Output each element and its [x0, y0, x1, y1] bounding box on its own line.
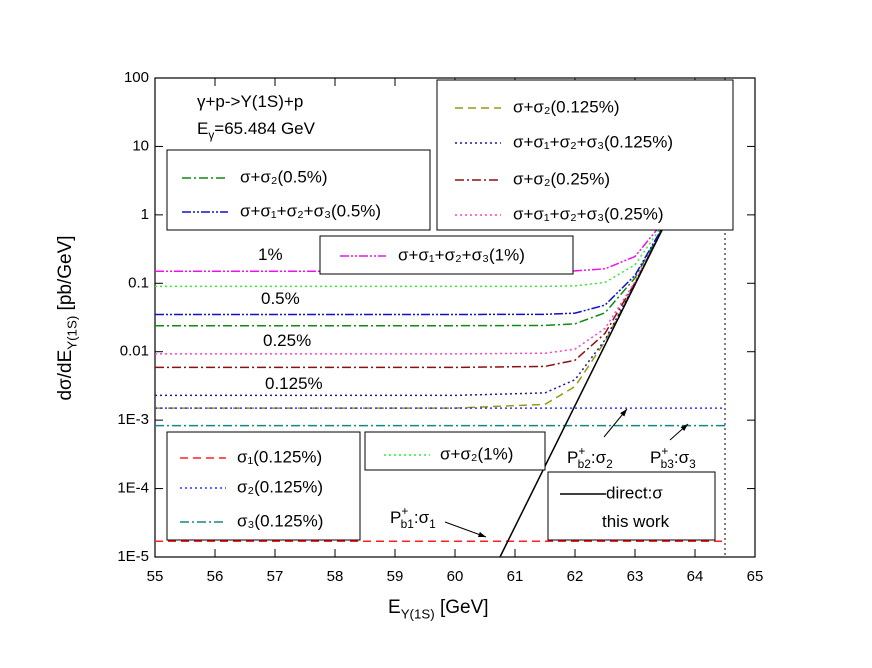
legend-label: σ+σ₁+σ₂+σ₃(0.25%) [513, 204, 664, 223]
y-tick-label: 100 [124, 69, 149, 86]
annotation-part: γ+p->Y(1S)+p [197, 92, 303, 111]
legend-label: direct:σ [606, 483, 663, 502]
series-line [155, 229, 663, 355]
legend-label: σ+σ₂(1%) [440, 444, 513, 463]
x-tick-label: 57 [267, 568, 284, 585]
annotation-part: + [578, 444, 585, 458]
annotation-part: :σ [591, 448, 607, 467]
arrow-head [478, 531, 486, 537]
x-axis-label-part: Y(1S) [401, 606, 435, 621]
x-axis-label: EY(1S) [GeV] [388, 597, 489, 621]
y-tick-label: 10 [132, 137, 149, 154]
annotation-part: + [661, 444, 668, 458]
y-tick-label: 0.01 [120, 343, 149, 360]
annotation-part: 0.25% [263, 331, 311, 350]
annotation: P+ b2:σ2 [567, 444, 613, 471]
annotation-part: + [401, 504, 408, 518]
annotation-part: E [197, 119, 208, 138]
annotation: 1% [258, 245, 283, 264]
arrow-head [620, 409, 627, 417]
annotation-part: b2 [578, 457, 592, 471]
annotation-part: P [390, 508, 401, 527]
x-tick-label: 61 [507, 568, 524, 585]
y-axis-label-part: Y(1S) [64, 316, 79, 350]
x-tick-label: 64 [687, 568, 704, 585]
y-tick-label: 1E-3 [117, 411, 149, 428]
annotation: P+ b1:σ1 [390, 504, 436, 531]
annotation-part: :σ [414, 508, 430, 527]
x-tick-label: 59 [387, 568, 404, 585]
annotation-part: 3 [689, 457, 696, 471]
annotation-part: this work [602, 512, 670, 531]
annotation-part: P [650, 448, 661, 467]
annotation-part: P [567, 448, 578, 467]
legend-box [364, 431, 546, 471]
annotation: 0.5% [261, 289, 300, 308]
annotation: 0.25% [263, 331, 311, 350]
legend-label: σ₁(0.125%) [237, 447, 322, 466]
legend-label: σ+σ₂(0.125%) [513, 97, 620, 116]
legend-label: σ₂(0.125%) [237, 477, 323, 496]
y-tick-label: 1E-4 [117, 480, 149, 497]
legend-box [436, 79, 734, 231]
annotation-part: 1% [258, 245, 283, 264]
x-axis-label-part: [GeV] [435, 597, 489, 618]
legend-label: σ+σ₁+σ₂+σ₃(0.125%) [513, 132, 673, 151]
annotation: Eγ=65.484 GeV [197, 119, 316, 142]
annotation: this work [602, 512, 670, 531]
annotation-part: 0.5% [261, 289, 300, 308]
arrow-head [680, 424, 688, 432]
annotation: γ+p->Y(1S)+p [197, 92, 303, 111]
series-line [155, 227, 663, 316]
x-tick-label: 55 [147, 568, 164, 585]
x-tick-label: 56 [207, 568, 224, 585]
x-tick-label: 58 [327, 568, 344, 585]
y-tick-label: 1E-5 [117, 548, 149, 565]
legend-label: σ+σ₁+σ₂+σ₃(1%) [398, 245, 525, 264]
x-tick-label: 65 [747, 568, 764, 585]
legend-label: σ₃(0.125%) [237, 511, 323, 530]
x-tick-label: 60 [447, 568, 464, 585]
x-axis-label-part: E [388, 597, 401, 618]
annotation-part: γ [208, 128, 214, 142]
annotation-part: b1 [401, 517, 415, 531]
x-tick-label: 62 [567, 568, 584, 585]
y-tick-label: 1 [141, 206, 149, 223]
legend-box [166, 149, 431, 231]
y-tick-label: 0.1 [128, 274, 149, 291]
legend-box [319, 235, 574, 275]
x-tick-label: 63 [627, 568, 644, 585]
legend-label: σ+σ₂(0.25%) [513, 169, 610, 188]
annotation-part: =65.484 GeV [214, 119, 315, 138]
series-line [155, 229, 663, 369]
annotation-part: :σ [674, 448, 690, 467]
annotation-part: 0.125% [265, 374, 323, 393]
annotation-part: 1 [429, 517, 436, 531]
series-line [499, 229, 663, 558]
legend-box [547, 471, 716, 541]
annotation: 0.125% [265, 374, 323, 393]
annotation-part: 2 [606, 457, 613, 471]
series-line [155, 228, 663, 327]
annotation-part: b3 [661, 457, 675, 471]
legend-label: σ+σ₁+σ₂+σ₃(0.5%) [240, 201, 381, 220]
series-line [155, 225, 663, 288]
y-axis-label-part: [pb/GeV] [55, 235, 76, 315]
y-axis-label: dσ/dEY(1S) [pb/GeV] [55, 235, 79, 400]
y-axis-label-part: dσ/dE [55, 350, 76, 401]
legend-label: σ+σ₂(0.5%) [240, 167, 328, 186]
annotation: P+ b3:σ3 [650, 444, 696, 471]
